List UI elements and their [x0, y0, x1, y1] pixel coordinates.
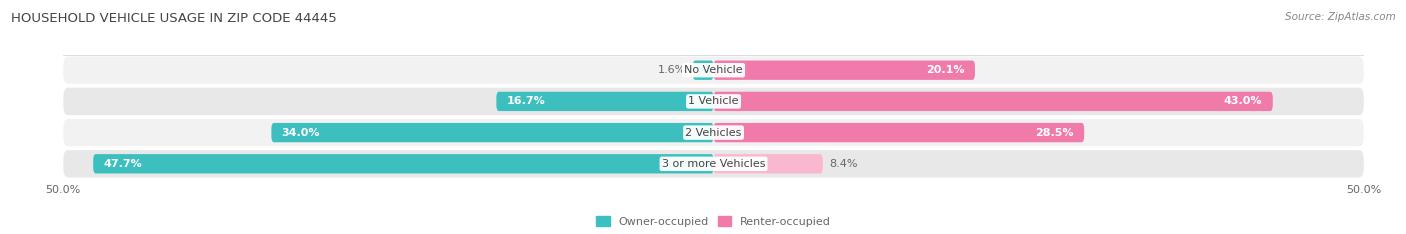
FancyBboxPatch shape	[496, 92, 713, 111]
FancyBboxPatch shape	[713, 92, 1272, 111]
FancyBboxPatch shape	[63, 119, 1364, 146]
Text: 28.5%: 28.5%	[1035, 128, 1074, 138]
FancyBboxPatch shape	[93, 154, 713, 173]
FancyBboxPatch shape	[713, 61, 974, 80]
Text: Source: ZipAtlas.com: Source: ZipAtlas.com	[1285, 12, 1396, 22]
Text: 3 or more Vehicles: 3 or more Vehicles	[662, 159, 765, 169]
FancyBboxPatch shape	[713, 123, 1084, 142]
FancyBboxPatch shape	[63, 150, 1364, 178]
Text: No Vehicle: No Vehicle	[685, 65, 742, 75]
Text: 2 Vehicles: 2 Vehicles	[685, 128, 742, 138]
Text: HOUSEHOLD VEHICLE USAGE IN ZIP CODE 44445: HOUSEHOLD VEHICLE USAGE IN ZIP CODE 4444…	[11, 12, 337, 25]
Text: 8.4%: 8.4%	[830, 159, 858, 169]
Legend: Owner-occupied, Renter-occupied: Owner-occupied, Renter-occupied	[596, 216, 831, 227]
Text: 1 Vehicle: 1 Vehicle	[689, 96, 738, 106]
FancyBboxPatch shape	[63, 88, 1364, 115]
FancyBboxPatch shape	[693, 61, 713, 80]
Text: 20.1%: 20.1%	[927, 65, 965, 75]
Text: 43.0%: 43.0%	[1223, 96, 1263, 106]
Text: 1.6%: 1.6%	[658, 65, 686, 75]
FancyBboxPatch shape	[63, 56, 1364, 84]
Text: 16.7%: 16.7%	[506, 96, 546, 106]
FancyBboxPatch shape	[271, 123, 713, 142]
Text: 47.7%: 47.7%	[104, 159, 142, 169]
FancyBboxPatch shape	[713, 154, 823, 173]
Text: 34.0%: 34.0%	[281, 128, 321, 138]
